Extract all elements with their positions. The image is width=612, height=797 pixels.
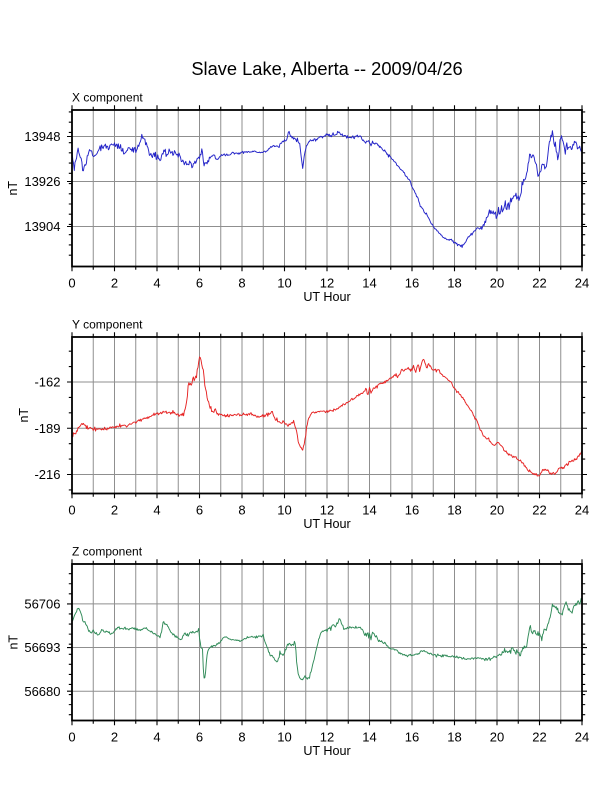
svg-text:4: 4	[153, 730, 160, 745]
svg-text:18: 18	[447, 503, 461, 518]
svg-text:10: 10	[277, 730, 291, 745]
svg-text:14: 14	[362, 503, 376, 518]
svg-text:Slave Lake, Alberta -- 2009/04: Slave Lake, Alberta -- 2009/04/26	[191, 58, 462, 79]
svg-text:16: 16	[405, 730, 419, 745]
svg-text:4: 4	[153, 503, 160, 518]
svg-text:0: 0	[68, 503, 75, 518]
svg-text:13904: 13904	[24, 219, 60, 234]
svg-text:-162: -162	[34, 375, 60, 390]
svg-text:X component: X component	[72, 91, 143, 105]
svg-text:22: 22	[532, 276, 546, 291]
svg-text:2: 2	[111, 276, 118, 291]
svg-text:22: 22	[532, 730, 546, 745]
svg-text:12: 12	[320, 276, 334, 291]
svg-text:8: 8	[238, 730, 245, 745]
svg-text:16: 16	[405, 276, 419, 291]
svg-text:4: 4	[153, 276, 160, 291]
svg-text:18: 18	[447, 730, 461, 745]
svg-text:6: 6	[196, 276, 203, 291]
svg-text:24: 24	[575, 276, 589, 291]
svg-text:8: 8	[238, 276, 245, 291]
svg-text:UT Hour: UT Hour	[303, 290, 350, 304]
svg-text:Y component: Y component	[72, 318, 143, 332]
svg-text:20: 20	[490, 276, 504, 291]
svg-text:24: 24	[575, 730, 589, 745]
svg-text:20: 20	[490, 503, 504, 518]
svg-text:12: 12	[320, 730, 334, 745]
svg-text:UT Hour: UT Hour	[303, 517, 350, 531]
svg-text:nT: nT	[6, 181, 20, 196]
svg-text:56680: 56680	[24, 684, 60, 699]
svg-text:14: 14	[362, 276, 376, 291]
svg-text:8: 8	[238, 503, 245, 518]
svg-text:UT Hour: UT Hour	[303, 744, 350, 758]
svg-text:10: 10	[277, 276, 291, 291]
svg-text:22: 22	[532, 503, 546, 518]
svg-text:Z component: Z component	[72, 545, 143, 559]
svg-text:0: 0	[68, 276, 75, 291]
svg-text:0: 0	[68, 730, 75, 745]
svg-text:20: 20	[490, 730, 504, 745]
svg-text:12: 12	[320, 503, 334, 518]
svg-text:6: 6	[196, 503, 203, 518]
svg-text:nT: nT	[17, 408, 31, 423]
svg-text:13948: 13948	[24, 129, 60, 144]
svg-text:-216: -216	[34, 467, 60, 482]
svg-text:16: 16	[405, 503, 419, 518]
svg-text:2: 2	[111, 503, 118, 518]
svg-text:56693: 56693	[24, 640, 60, 655]
svg-text:18: 18	[447, 276, 461, 291]
svg-text:24: 24	[575, 503, 589, 518]
svg-text:6: 6	[196, 730, 203, 745]
svg-text:nT: nT	[7, 635, 21, 650]
svg-text:2: 2	[111, 730, 118, 745]
svg-text:14: 14	[362, 730, 376, 745]
svg-text:13926: 13926	[24, 174, 60, 189]
svg-text:56706: 56706	[24, 597, 60, 612]
svg-text:10: 10	[277, 503, 291, 518]
svg-text:-189: -189	[34, 421, 60, 436]
